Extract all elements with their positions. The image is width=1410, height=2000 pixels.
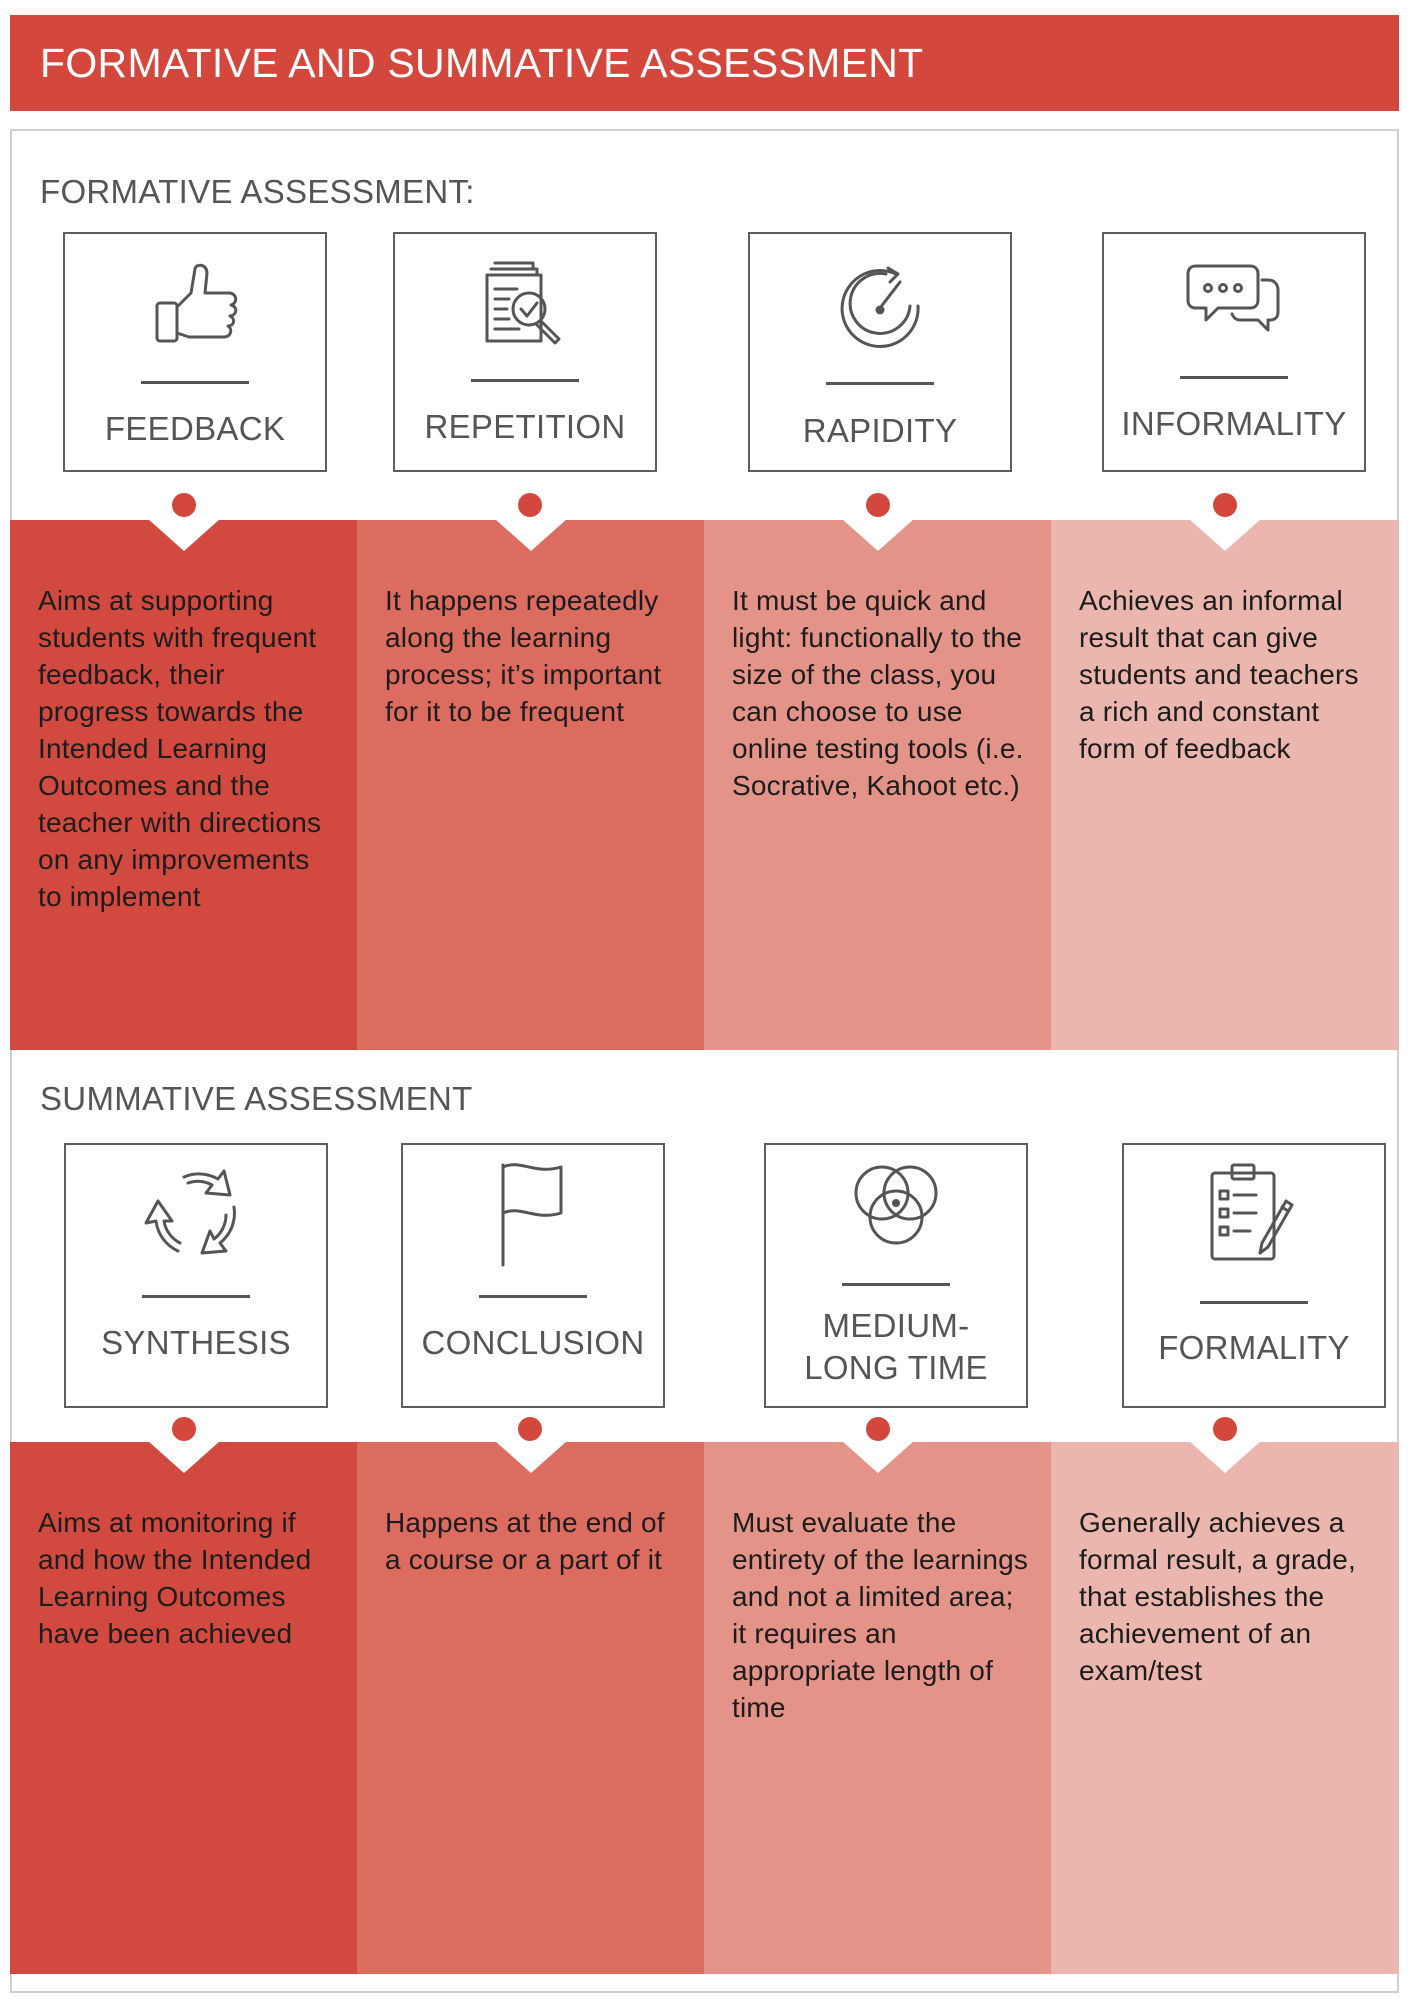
card-divider [479, 1295, 587, 1298]
description-column: Must evaluate the entirety of the learni… [704, 1441, 1051, 1974]
description-column: It must be quick and light: functionally… [704, 519, 1051, 1050]
card-synthesis: SYNTHESIS [64, 1143, 328, 1408]
chat-bubbles-icon [1104, 258, 1364, 338]
card-label: FEEDBACK [104, 410, 286, 447]
card-label: CONCLUSION [421, 1324, 645, 1361]
description-column: Aims at monitoring if and how the Intend… [10, 1441, 357, 1974]
description-column: It happens repeatedly along the learning… [357, 519, 704, 1050]
connector-dot [1213, 1417, 1237, 1441]
notch [1189, 519, 1261, 551]
description-text: Achieves an informal result that can giv… [1079, 585, 1359, 764]
card-divider [142, 1295, 250, 1298]
card-divider [471, 379, 579, 382]
flag-icon [403, 1161, 663, 1269]
card-divider [842, 1283, 950, 1286]
card-label: REPETITION [424, 408, 626, 445]
card-repetition: REPETITION [393, 232, 657, 472]
notch [147, 519, 220, 551]
notch [494, 1441, 567, 1473]
page-title: FORMATIVE AND SUMMATIVE ASSESSMENT [10, 15, 1399, 111]
description-text: Must evaluate the entirety of the learni… [732, 1507, 1029, 1723]
card-informality: INFORMALITY [1102, 232, 1366, 472]
document-magnifier-icon [395, 259, 655, 351]
description-text: It must be quick and light: functionally… [732, 585, 1024, 801]
description-text: It happens repeatedly along the learning… [385, 585, 662, 727]
card-divider [1200, 1301, 1308, 1304]
speedometer-icon [750, 260, 1010, 352]
content-frame [10, 129, 1399, 1993]
formative-heading: FORMATIVE ASSESSMENT: [40, 173, 475, 210]
summative-descriptions: Aims at monitoring if and how the Intend… [10, 1441, 1399, 1974]
description-text: Aims at monitoring if and how the Intend… [38, 1507, 312, 1649]
description-text: Aims at supporting students with frequen… [38, 585, 322, 912]
notch [841, 1441, 914, 1473]
card-divider [141, 381, 249, 384]
card-label: MEDIUM-LONG TIME [804, 1307, 988, 1386]
card-label: FORMALITY [1158, 1329, 1350, 1366]
recycle-arrows-icon [66, 1161, 326, 1265]
connector-dot [1213, 493, 1237, 517]
notch [1189, 1441, 1261, 1473]
card-feedback: FEEDBACK [63, 232, 327, 472]
description-column: Aims at supporting students with frequen… [10, 519, 357, 1050]
thumbs-up-icon [65, 259, 325, 349]
card-label: SYNTHESIS [101, 1324, 291, 1361]
description-column: Achieves an informal result that can giv… [1051, 519, 1399, 1050]
connector-dot [866, 493, 890, 517]
card-conclusion: CONCLUSION [401, 1143, 665, 1408]
connector-dot [172, 1417, 196, 1441]
description-column: Generally achieves a formal result, a gr… [1051, 1441, 1399, 1974]
connector-dot [518, 1417, 542, 1441]
description-text: Generally achieves a formal result, a gr… [1079, 1507, 1356, 1686]
card-divider [1180, 376, 1288, 379]
notch [841, 519, 914, 551]
notch [147, 1441, 220, 1473]
card-formality: FORMALITY [1122, 1143, 1386, 1408]
card-medium-long-time: MEDIUM-LONG TIME [764, 1143, 1028, 1408]
connector-dot [866, 1417, 890, 1441]
description-text: Happens at the end of a course or a part… [385, 1507, 665, 1575]
connector-dot [518, 493, 542, 517]
clipboard-checklist-icon [1124, 1161, 1384, 1273]
connector-dot [172, 493, 196, 517]
card-rapidity: RAPIDITY [748, 232, 1012, 472]
venn-circles-icon [766, 1161, 1026, 1249]
card-label: INFORMALITY [1121, 405, 1347, 442]
card-divider [826, 382, 934, 385]
formative-descriptions: Aims at supporting students with frequen… [10, 519, 1399, 1050]
description-column: Happens at the end of a course or a part… [357, 1441, 704, 1974]
card-label: RAPIDITY [802, 412, 958, 449]
notch [494, 519, 567, 551]
summative-heading: SUMMATIVE ASSESSMENT [40, 1080, 473, 1117]
